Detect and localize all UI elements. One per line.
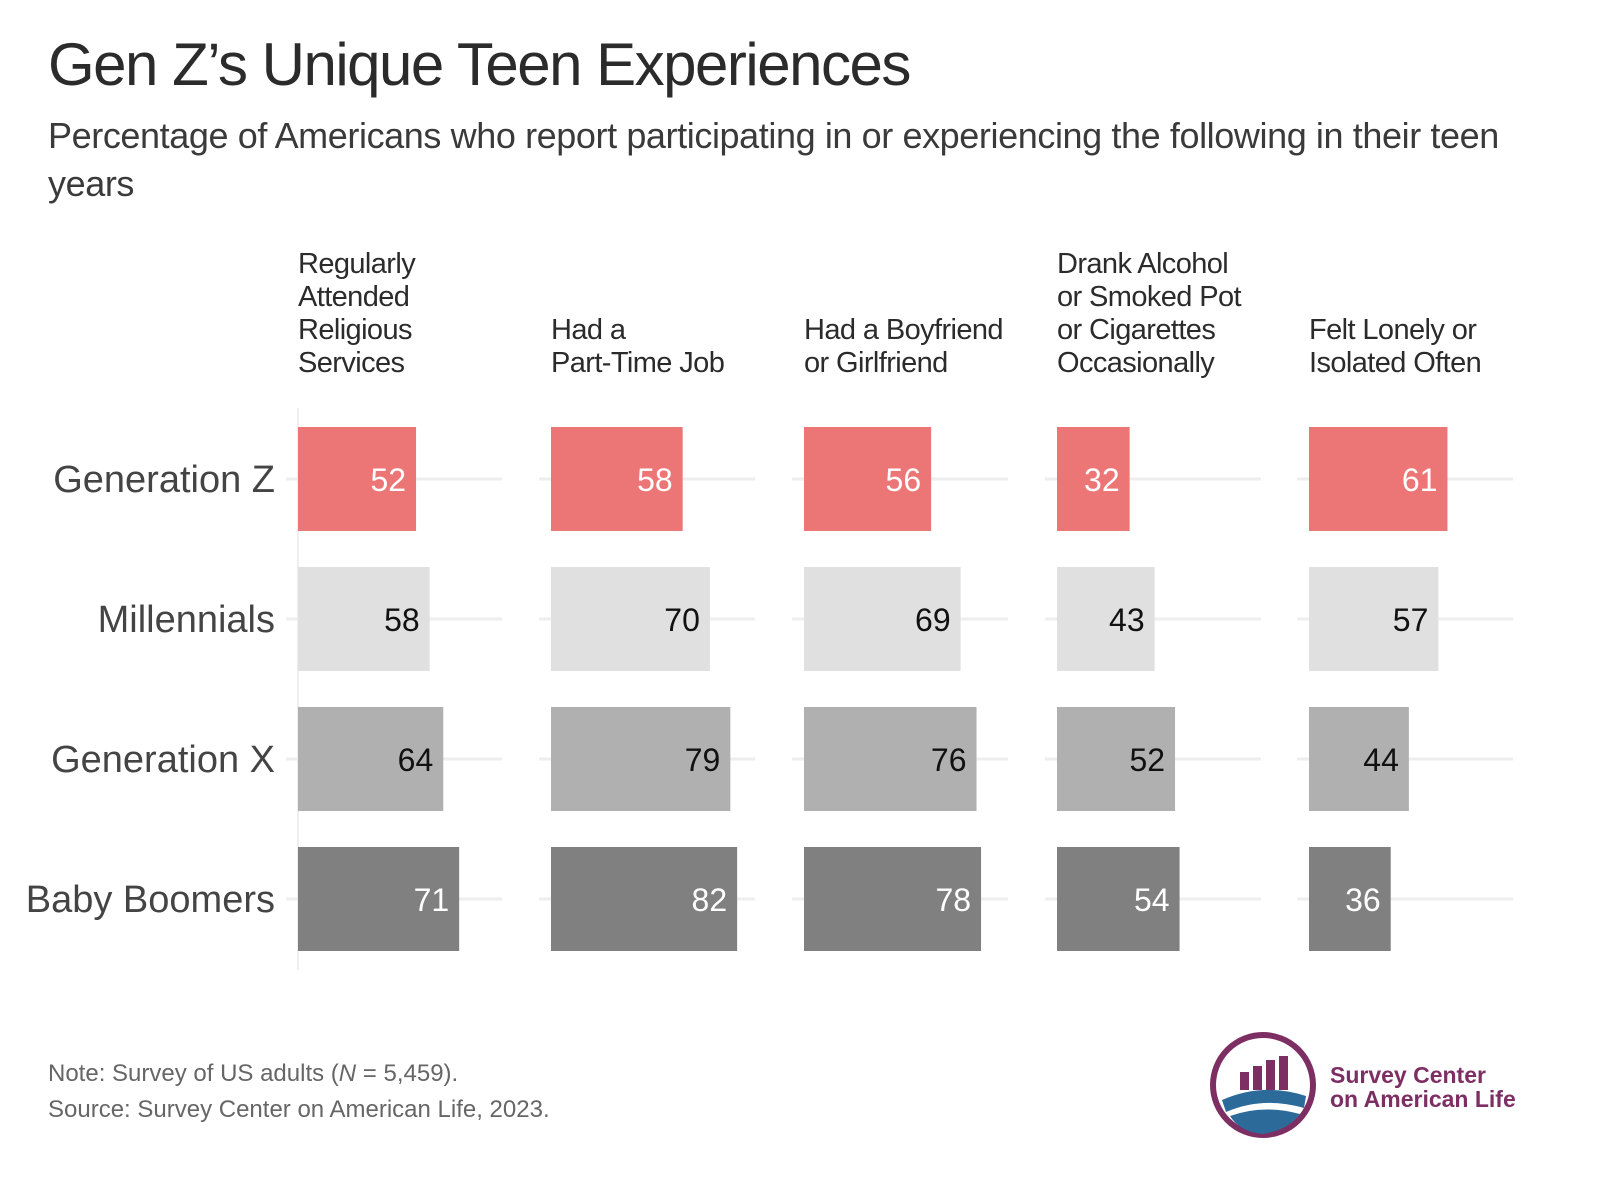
bar-generation-x-facet-5 [1309, 707, 1409, 811]
bar-generation-x-facet-1 [298, 707, 444, 811]
bar-generation-z-facet-1 [298, 427, 417, 531]
note-prefix: Note: Survey of US adults ( [48, 1060, 339, 1087]
bar-baby-boomers-facet-2 [551, 847, 738, 951]
chart-title: Gen Z’s Unique Teen Experiences [48, 31, 911, 98]
bar-millennials-facet-5 [1309, 567, 1439, 671]
bar-generation-z-facet-5 [1309, 427, 1448, 531]
value-label-millennials-facet-3: 69 [915, 602, 951, 638]
bar-generation-x-facet-4 [1057, 707, 1176, 811]
bar-generation-x-facet-3 [804, 707, 977, 811]
row-label-millennials: Millennials [98, 599, 275, 641]
logo-text-line1: Survey Center [1330, 1062, 1486, 1088]
bar-millennials-facet-3 [804, 567, 961, 671]
bar-baby-boomers-facet-1 [298, 847, 460, 951]
value-label-baby-boomers-facet-2: 82 [692, 882, 728, 918]
chart-subtitle: Percentage of Americans who report parti… [48, 115, 1499, 204]
value-label-generation-z-facet-2: 58 [637, 462, 673, 498]
bar-millennials-facet-4 [1057, 567, 1155, 671]
logo-text-line2: on American Life [1330, 1086, 1516, 1112]
bar-millennials-facet-2 [551, 567, 710, 671]
survey-center-logo-icon [1210, 1032, 1316, 1138]
value-label-generation-x-facet-1: 64 [398, 742, 434, 778]
row-label-baby-boomers: Baby Boomers [26, 879, 275, 921]
bar-baby-boomers-facet-3 [804, 847, 982, 951]
value-label-millennials-facet-5: 57 [1393, 602, 1429, 638]
value-label-baby-boomers-facet-5: 36 [1345, 882, 1381, 918]
bar-millennials-facet-1 [298, 567, 430, 671]
value-label-generation-z-facet-5: 61 [1402, 462, 1438, 498]
bar-baby-boomers-facet-5 [1309, 847, 1391, 951]
facet-header-5: Felt Lonely or Isolated Often [1309, 314, 1481, 379]
bar-generation-z-facet-3 [804, 427, 932, 531]
value-label-baby-boomers-facet-4: 54 [1134, 882, 1170, 918]
bar-generation-x-facet-2 [551, 707, 731, 811]
note-block: Note: Survey of US adults (N = 5,459). S… [48, 1056, 550, 1128]
note-n-label: N [338, 1060, 357, 1087]
survey-note: Note: Survey of US adults (N = 5,459). [48, 1056, 550, 1092]
value-label-millennials-facet-4: 43 [1109, 602, 1145, 638]
facet-header-2: Had a Part-Time Job [551, 314, 724, 379]
row-label-generation-x: Generation X [51, 739, 275, 781]
row-label-generation-z: Generation Z [53, 459, 275, 501]
facet-header-4: Drank Alcohol or Smoked Pot or Cigarettes O… [1057, 248, 1242, 379]
bar-generation-z-facet-2 [551, 427, 683, 531]
value-label-millennials-facet-1: 58 [384, 602, 420, 638]
value-label-generation-x-facet-4: 52 [1129, 742, 1165, 778]
value-label-generation-z-facet-1: 52 [370, 462, 406, 498]
value-label-baby-boomers-facet-3: 78 [935, 882, 971, 918]
chart-area: Generation Z Millennials Generation X Baby … [26, 248, 1513, 970]
value-label-baby-boomers-facet-1: 71 [414, 882, 450, 918]
value-label-generation-x-facet-2: 79 [685, 742, 721, 778]
facet-header-3: Had a Boyfriend or Girlfriend [804, 314, 1003, 379]
value-label-generation-x-facet-3: 76 [931, 742, 967, 778]
value-label-generation-z-facet-3: 56 [886, 462, 922, 498]
bar-generation-z-facet-4 [1057, 427, 1130, 531]
source-note: Source: Survey Center on American Life, … [48, 1096, 550, 1123]
facet-header-1: Regularly Attended Religious Services [298, 248, 416, 379]
value-label-generation-z-facet-4: 32 [1084, 462, 1120, 498]
survey-center-logo: Survey Center on American Life [1208, 1030, 1588, 1150]
value-label-millennials-facet-2: 70 [664, 602, 700, 638]
value-label-generation-x-facet-5: 44 [1363, 742, 1399, 778]
bar-baby-boomers-facet-4 [1057, 847, 1180, 951]
note-suffix: = 5,459). [356, 1060, 459, 1087]
